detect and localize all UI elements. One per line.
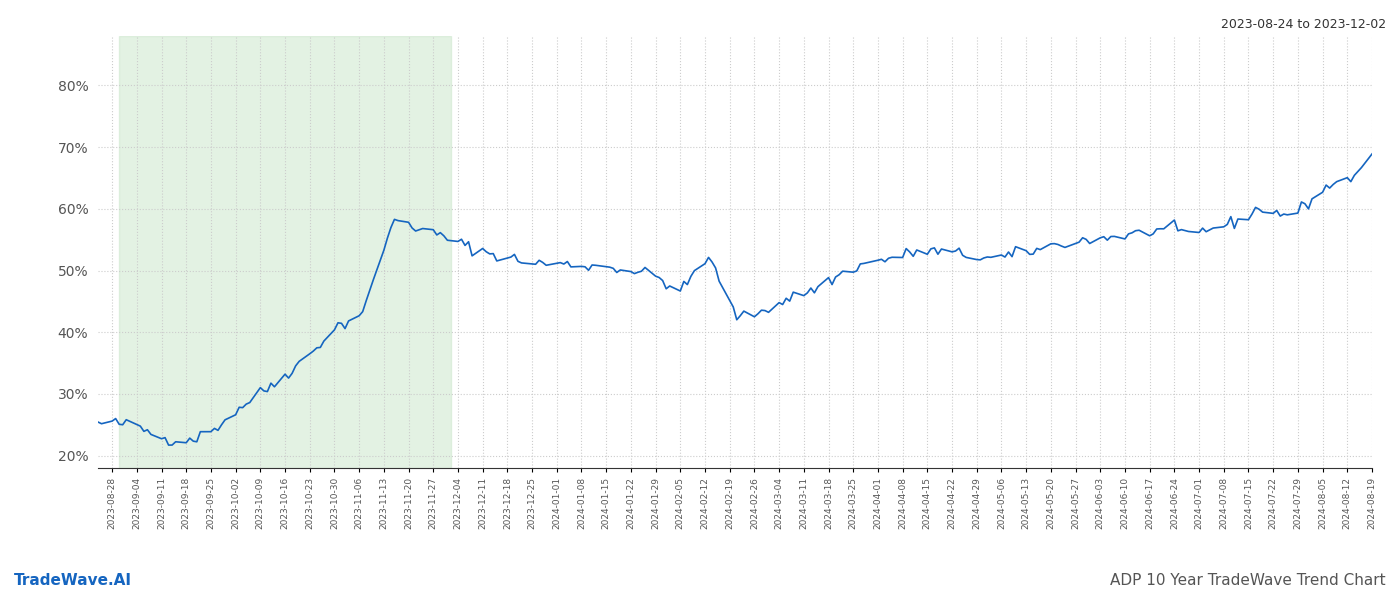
Text: TradeWave.AI: TradeWave.AI bbox=[14, 573, 132, 588]
Bar bbox=[119, 36, 451, 468]
Text: 2023-08-24 to 2023-12-02: 2023-08-24 to 2023-12-02 bbox=[1221, 18, 1386, 31]
Text: ADP 10 Year TradeWave Trend Chart: ADP 10 Year TradeWave Trend Chart bbox=[1110, 573, 1386, 588]
